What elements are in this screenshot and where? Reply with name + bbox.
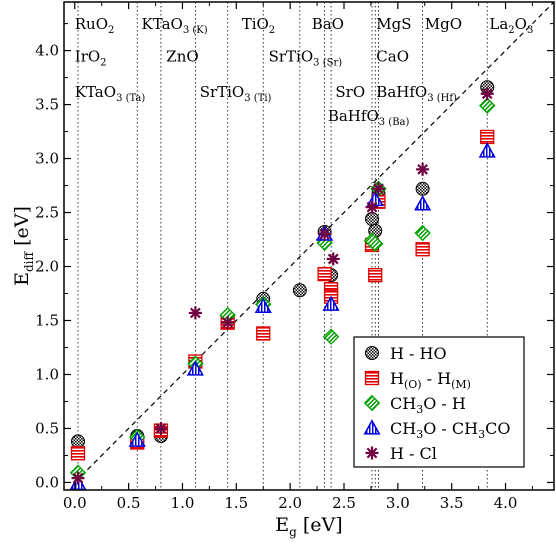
x-tick-label: 2.5 [332, 494, 356, 512]
data-point-triangle [186, 360, 204, 376]
data-point-diamond [479, 97, 496, 114]
data-point-diamond [414, 224, 431, 242]
x-tick-label: 1.0 [171, 494, 195, 512]
data-point-square [368, 268, 383, 283]
y-tick-label: 1.5 [35, 311, 59, 329]
y-tick-label: 4.0 [35, 42, 59, 60]
material-label: IrO2 [75, 47, 107, 68]
legend-entry: CH3O - H [390, 394, 466, 416]
x-tick-label: 2.0 [278, 494, 302, 512]
series-star [71, 87, 494, 485]
material-label: MgO [425, 15, 462, 33]
material-label: SrTiO3 (Ti) [200, 83, 272, 104]
y-tick-label: 1.0 [35, 365, 59, 383]
data-point-circle [365, 212, 379, 227]
legend-entry: CH3O - CH3CO [390, 419, 510, 441]
y-tick-label: 0.5 [35, 419, 59, 437]
axis-ticks: 0.0 0.5 1.0 1.5 2.0 2.5 3.0 3.5 4.0 0.0 0.5 1.0 1.5 2… [35, 2, 554, 512]
data-points [69, 80, 496, 491]
data-point-triangle [254, 297, 272, 314]
legend-marker-star [365, 446, 379, 460]
material-labels: RuO2 IrO2 KTaO3 (Ta) KTaO3 (K) ZnO TiO2 SrTiO3… [75, 15, 534, 128]
material-label: TiO2 [242, 15, 275, 36]
material-label: SrO [335, 83, 365, 101]
legend: H - HO H(O) - H(M) CH3O - H CH3O - CH3CO H -… [353, 336, 525, 468]
data-point-star [480, 87, 494, 101]
x-tick-label: 3.0 [386, 494, 410, 512]
data-point-square [415, 242, 430, 257]
legend-entry: H - Cl [390, 444, 437, 463]
material-label: BaHfO3 (Ba) [328, 107, 410, 128]
material-label: BaHfO3 (Hf) [376, 83, 457, 104]
data-point-star [71, 471, 85, 485]
data-point-star [154, 421, 168, 435]
material-label: La2O3 [489, 15, 533, 36]
material-label: RuO2 [75, 15, 115, 36]
data-point-star [188, 306, 202, 320]
legend-box [353, 336, 525, 468]
y-tick-label: 2.5 [35, 204, 59, 222]
data-point-triangle [414, 195, 432, 211]
data-point-square [70, 446, 86, 461]
data-point-circle [292, 283, 307, 298]
x-tick-label: 0.5 [117, 494, 141, 512]
data-point-diamond [322, 328, 340, 345]
y-tick-label: 3.0 [35, 150, 59, 168]
legend-entry: H - HO [390, 344, 447, 363]
data-point-square [480, 129, 495, 145]
material-label: CaO [376, 47, 409, 65]
material-label: KTaO3 (K) [142, 15, 208, 36]
y-tick-label: 2.0 [35, 258, 59, 276]
axis-titles: Eg [eV] Ediff [eV] [11, 206, 343, 539]
x-tick-label: 4.0 [494, 494, 518, 512]
material-label: BaO [312, 15, 344, 33]
data-point-star [416, 162, 430, 176]
x-tick-label: 3.5 [440, 494, 464, 512]
data-point-star [318, 227, 332, 241]
y-tick-label: 3.5 [35, 96, 59, 114]
plot-frame [63, 1, 555, 491]
data-point-star [365, 200, 379, 214]
data-point-circle [415, 181, 430, 196]
data-point-square [317, 266, 332, 282]
y-tick-label: 0.0 [35, 473, 59, 491]
data-point-star [221, 316, 235, 330]
y-axis-title: Ediff [eV] [11, 206, 36, 286]
data-point-circle [71, 434, 85, 449]
x-tick-label: 1.5 [224, 494, 248, 512]
legend-marker-triangle [363, 419, 381, 435]
material-label: SrTiO3 (Sr) [269, 47, 343, 68]
material-label: MgS [376, 15, 411, 33]
legend-marker-square [364, 370, 380, 386]
data-point-star [326, 252, 340, 266]
data-point-triangle [128, 431, 146, 447]
material-label: ZnO [166, 47, 198, 65]
legend-marker-diamond [363, 394, 381, 412]
data-point-triangle [322, 295, 340, 311]
data-point-triangle [478, 142, 496, 158]
data-point-square [256, 326, 271, 341]
data-point-diamond [367, 235, 384, 253]
x-tick-label: 0.0 [63, 494, 87, 512]
material-label: KTaO3 (Ta) [75, 83, 146, 104]
legend-marker-circle [365, 346, 379, 360]
x-axis-title: Eg [eV] [275, 514, 342, 539]
legend-entry: H(O) - H(M) [390, 369, 471, 391]
data-point-star [371, 182, 385, 196]
